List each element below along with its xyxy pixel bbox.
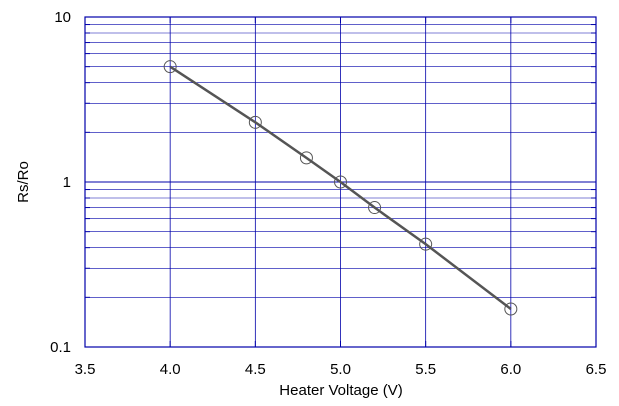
x-tick-label: 4.0	[160, 361, 181, 378]
plot-frame	[84, 16, 597, 348]
data-point	[299, 151, 313, 165]
y-axis-label: Rs/Ro	[15, 161, 32, 203]
data-point	[419, 237, 433, 251]
x-tick-label: 5.0	[330, 361, 351, 378]
data-point	[504, 302, 518, 316]
x-axis-label: Heater Voltage (V)	[279, 382, 402, 399]
y-tick-label: 1	[63, 174, 71, 191]
data-point	[163, 60, 177, 74]
x-tick-label: 3.5	[75, 361, 96, 378]
x-tick-label: 5.5	[415, 361, 436, 378]
grid	[84, 17, 597, 348]
data-point	[248, 115, 262, 129]
x-tick-label: 6.0	[500, 361, 521, 378]
x-tick-label: 6.5	[586, 361, 607, 378]
data-point	[334, 175, 347, 189]
x-tick-label: 4.5	[245, 361, 266, 378]
series-line	[169, 65, 512, 310]
tick-labels: 3.5 4.0 4.5 5.0 5.5 6.0 6.5 0.1 1 10	[50, 9, 606, 378]
series	[163, 60, 518, 316]
y-tick-label: 0.1	[50, 339, 71, 356]
data-point	[368, 201, 382, 215]
y-tick-label: 10	[54, 9, 71, 26]
